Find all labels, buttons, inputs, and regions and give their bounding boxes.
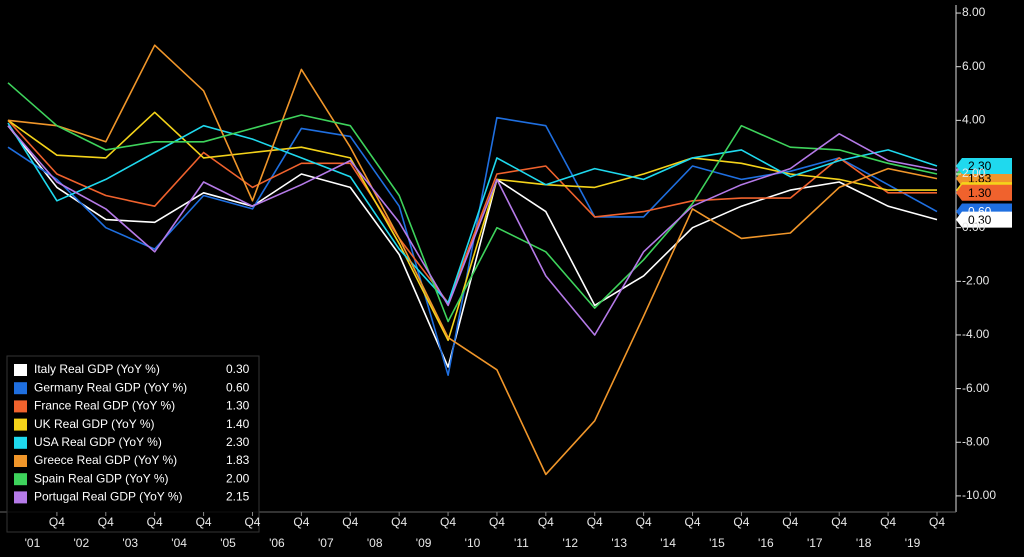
x-tick-label: Q4 bbox=[880, 515, 896, 529]
x-tick-label: Q4 bbox=[831, 515, 847, 529]
legend-box bbox=[6, 355, 260, 533]
value-tag-label: 0.30 bbox=[968, 213, 992, 227]
x-tick-label: Q4 bbox=[391, 515, 407, 529]
series-line bbox=[7, 125, 938, 336]
legend-swatch bbox=[14, 364, 27, 376]
y-tick-label: -10.00 bbox=[962, 488, 996, 502]
year-label: '17 bbox=[807, 536, 823, 550]
x-tick-label: Q4 bbox=[342, 515, 358, 529]
year-label: '03 bbox=[122, 536, 138, 550]
year-label: '07 bbox=[318, 536, 334, 550]
legend-swatch bbox=[14, 473, 27, 486]
legend-swatch bbox=[14, 400, 27, 413]
x-tick-label: Q4 bbox=[587, 515, 603, 529]
y-tick-label: 8.00 bbox=[962, 5, 986, 19]
y-tick-label: -4.00 bbox=[962, 327, 990, 341]
value-tags: 2.152.001.832.301.401.300.600.30 bbox=[956, 157, 1012, 228]
x-tick-label: Q4 bbox=[244, 515, 260, 529]
y-tick-label: 2.00 bbox=[962, 166, 986, 180]
year-label: '16 bbox=[758, 536, 774, 550]
legend-swatch bbox=[14, 491, 27, 504]
year-label: '04 bbox=[171, 536, 187, 550]
y-tick-label: -8.00 bbox=[962, 434, 990, 448]
legend-value: 2.30 bbox=[226, 435, 250, 449]
year-label: '05 bbox=[220, 536, 236, 550]
x-tick-label: Q4 bbox=[196, 515, 212, 529]
series-line bbox=[7, 122, 938, 304]
x-tick-label: Q4 bbox=[538, 515, 554, 529]
y-tick-label: -2.00 bbox=[962, 273, 990, 287]
x-tick-label: Q4 bbox=[489, 515, 505, 529]
y-tick-label: 6.00 bbox=[962, 59, 986, 73]
legend-label: Greece Real GDP (YoY %) bbox=[34, 453, 177, 467]
value-tag bbox=[956, 211, 1012, 228]
x-tick-label: Q4 bbox=[440, 515, 456, 529]
legend-value: 2.00 bbox=[226, 471, 250, 485]
legend-label: Germany Real GDP (YoY %) bbox=[34, 380, 187, 394]
x-tick-label: Q4 bbox=[49, 515, 65, 529]
legend-value: 1.30 bbox=[226, 399, 250, 413]
x-tick-label: Q4 bbox=[636, 515, 652, 529]
x-tick-label: Q4 bbox=[782, 515, 798, 529]
legend-swatch bbox=[14, 436, 27, 449]
legend-label: Portugal Real GDP (YoY %) bbox=[34, 490, 183, 504]
year-label: '14 bbox=[660, 536, 676, 550]
x-tick-label: Q4 bbox=[733, 515, 749, 529]
legend-label: Spain Real GDP (YoY %) bbox=[34, 471, 169, 485]
x-tick-label: Q4 bbox=[293, 515, 309, 529]
value-tag-label: 2.30 bbox=[968, 159, 992, 173]
year-label: '01 bbox=[25, 536, 41, 550]
y-tick-label: -6.00 bbox=[962, 381, 990, 395]
year-label: '09 bbox=[416, 536, 432, 550]
legend-value: 0.30 bbox=[226, 362, 250, 376]
legend-value: 0.60 bbox=[226, 380, 250, 394]
legend-swatch bbox=[14, 382, 27, 395]
legend: Italy Real GDP (YoY %) 0.30 Germany Real G… bbox=[6, 355, 260, 533]
x-tick-label: Q4 bbox=[147, 515, 163, 529]
x-tick-label: Q4 bbox=[98, 515, 114, 529]
year-label: '11 bbox=[514, 536, 529, 550]
legend-value: 1.83 bbox=[226, 453, 250, 467]
legend-swatch bbox=[14, 455, 27, 467]
year-label: '13 bbox=[611, 536, 627, 550]
legend-value: 1.40 bbox=[226, 417, 250, 431]
year-label: '02 bbox=[74, 536, 90, 550]
legend-label: UK Real GDP (YoY %) bbox=[34, 417, 155, 431]
plot-lines bbox=[7, 44, 938, 476]
series-line bbox=[7, 119, 937, 304]
x-tick-label: Q4 bbox=[929, 515, 945, 529]
legend-value: 2.15 bbox=[226, 490, 250, 504]
legend-label: Italy Real GDP (YoY %) bbox=[34, 362, 160, 376]
legend-swatch bbox=[14, 418, 27, 431]
value-tag bbox=[956, 184, 1012, 201]
y-tick-label: 0.00 bbox=[962, 220, 986, 234]
legend-label: USA Real GDP (YoY %) bbox=[34, 435, 162, 449]
value-tag-label: 1.30 bbox=[968, 186, 992, 200]
series-line bbox=[7, 44, 938, 476]
year-label: '10 bbox=[465, 536, 481, 550]
year-label: '15 bbox=[709, 536, 725, 550]
y-tick-label: 4.00 bbox=[962, 113, 986, 127]
year-label: '19 bbox=[905, 536, 921, 550]
year-label: '06 bbox=[269, 536, 285, 550]
x-tick-label: Q4 bbox=[685, 515, 701, 529]
year-label: '08 bbox=[367, 536, 383, 550]
year-label: '12 bbox=[562, 536, 578, 550]
year-label: '18 bbox=[856, 536, 872, 550]
value-tag bbox=[956, 157, 1012, 174]
legend-label: France Real GDP (YoY %) bbox=[34, 399, 175, 413]
series-line bbox=[7, 82, 938, 323]
